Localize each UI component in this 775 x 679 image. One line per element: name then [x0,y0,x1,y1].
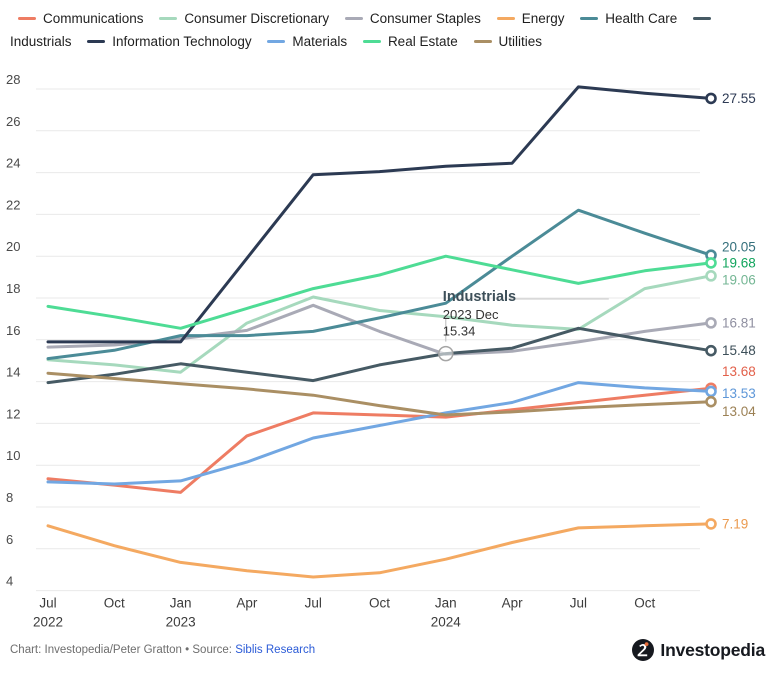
series-line-materials [46,381,713,486]
legend-item-energy: Energy [489,11,565,26]
legend-item-real-estate: Real Estate [355,34,458,49]
end-marker-utilities [705,395,717,408]
x-axis-label-year: 2023 [166,615,196,630]
x-axis-label-month: Jul [570,596,587,611]
legend-label: Real Estate [387,34,458,49]
tooltip-marker [438,345,454,362]
end-marker-consumer-staples [705,317,717,329]
x-axis-label-month: Jan [435,596,457,611]
x-axis-label-month: Oct [634,596,655,611]
y-axis-label: 6 [6,532,13,547]
tooltip-value: 15.34 [443,324,476,339]
source-link[interactable]: Siblis Research [235,644,316,656]
legend-item-consumer-discretionary: Consumer Discretionary [151,11,329,26]
end-value-label-industrials: 15.48 [722,343,756,358]
series-line-consumer-staples [46,303,713,356]
y-axis-label: 20 [6,239,20,254]
y-axis-label: 24 [6,156,20,171]
legend-swatch [344,16,363,21]
x-axis-label-year: 2022 [33,615,63,630]
legend-label: Consumer Discretionary [184,11,330,26]
legend-swatch [580,16,599,21]
investopedia-logo-icon [632,639,655,661]
legend-swatch [496,16,515,21]
x-axis-label-year: 2024 [431,615,462,630]
legend-swatch [267,39,286,44]
legend-label: Health Care [605,11,678,26]
series-line-energy [46,522,713,579]
y-axis-label: 14 [6,365,20,380]
legend-item-consumer-staples: Consumer Staples [337,11,481,26]
y-axis-label: 4 [6,574,13,589]
legend-label: Materials [292,34,348,49]
end-value-label-consumer-discretionary: 19.06 [722,272,756,287]
legend-swatch [473,39,492,44]
end-value-label-communications: 13.68 [722,364,756,379]
end-value-label-real-estate: 19.68 [722,255,756,270]
legend-item-materials: Materials [259,34,347,49]
legend-label: Information Technology [112,34,252,49]
legend-swatch [87,39,106,44]
series-line-industrials [46,326,713,385]
end-marker-real-estate [705,257,717,269]
y-axis-label: 8 [6,490,13,505]
legend-item-communications: Communications [10,11,144,26]
legend-swatch [362,39,381,44]
legend-swatch [693,16,712,21]
end-value-label-materials: 13.53 [722,386,756,401]
x-axis-label-month: Jan [170,596,192,611]
end-value-label-consumer-staples: 16.81 [722,315,756,330]
x-axis-label-month: Jul [305,596,322,611]
chart-credit: Chart: Investopedia/Peter Gratton • Sour… [10,644,315,656]
end-marker-industrials [705,344,717,357]
legend-label: Utilities [498,34,543,49]
end-marker-information-technology [705,92,717,105]
investopedia-brand: Investopedia [631,638,765,662]
legend-label: Communications [43,11,144,26]
end-marker-materials [705,385,717,398]
legend-label: Consumer Staples [369,11,481,26]
series-line-communications [46,386,713,494]
brand-name: Investopedia [660,639,765,660]
chart-legend: Communications Consumer Discretionary Co… [0,0,775,55]
series-line-consumer-discretionary [46,274,713,374]
end-marker-consumer-discretionary [705,270,717,282]
legend-item-health-care: Health Care [572,11,677,26]
y-axis-label: 18 [6,281,20,296]
legend-item-information-technology: Information Technology [79,34,252,49]
chart-area: 4 6 8 10 12 14 16 18 20 22 24 26 28 Jul 2022 Oct Jan 2023… [0,55,775,640]
tooltip-title: Industrials [443,289,516,305]
end-value-label-utilities: 13.04 [722,404,756,419]
legend-label: Energy [521,11,565,26]
legend-item-industrials: Industrials [10,11,718,49]
y-axis-label: 28 [6,72,20,87]
legend-swatch [18,16,36,21]
series-line-utilities [46,371,713,417]
x-axis-label-month: Oct [104,596,125,611]
x-axis-label-month: Oct [369,596,390,611]
series-line-information-technology [46,85,713,344]
chart-footer: Chart: Investopedia/Peter Gratton • Sour… [0,631,775,679]
end-marker-energy [705,518,717,530]
end-value-label-information-technology: 27.55 [722,91,756,106]
y-axis-label: 26 [6,114,20,129]
end-value-label-health-care: 20.05 [722,240,756,255]
end-value-label-energy: 7.19 [722,516,748,531]
credit-text: Chart: Investopedia/Peter Gratton • Sour… [10,644,236,656]
x-axis-label-month: Jul [39,596,56,611]
x-axis-label-month: Apr [236,596,258,611]
legend-item-utilities: Utilities [466,34,543,49]
y-axis-label: 16 [6,323,20,338]
legend-swatch [159,16,178,21]
y-axis-label: 10 [6,448,20,463]
tooltip-date: 2023 Dec [443,307,499,322]
x-axis-label-month: Apr [502,596,524,611]
series-line-real-estate [46,254,713,330]
y-axis-label: 22 [6,197,20,212]
legend-label: Industrials [10,34,72,49]
y-axis-label: 12 [6,406,20,421]
